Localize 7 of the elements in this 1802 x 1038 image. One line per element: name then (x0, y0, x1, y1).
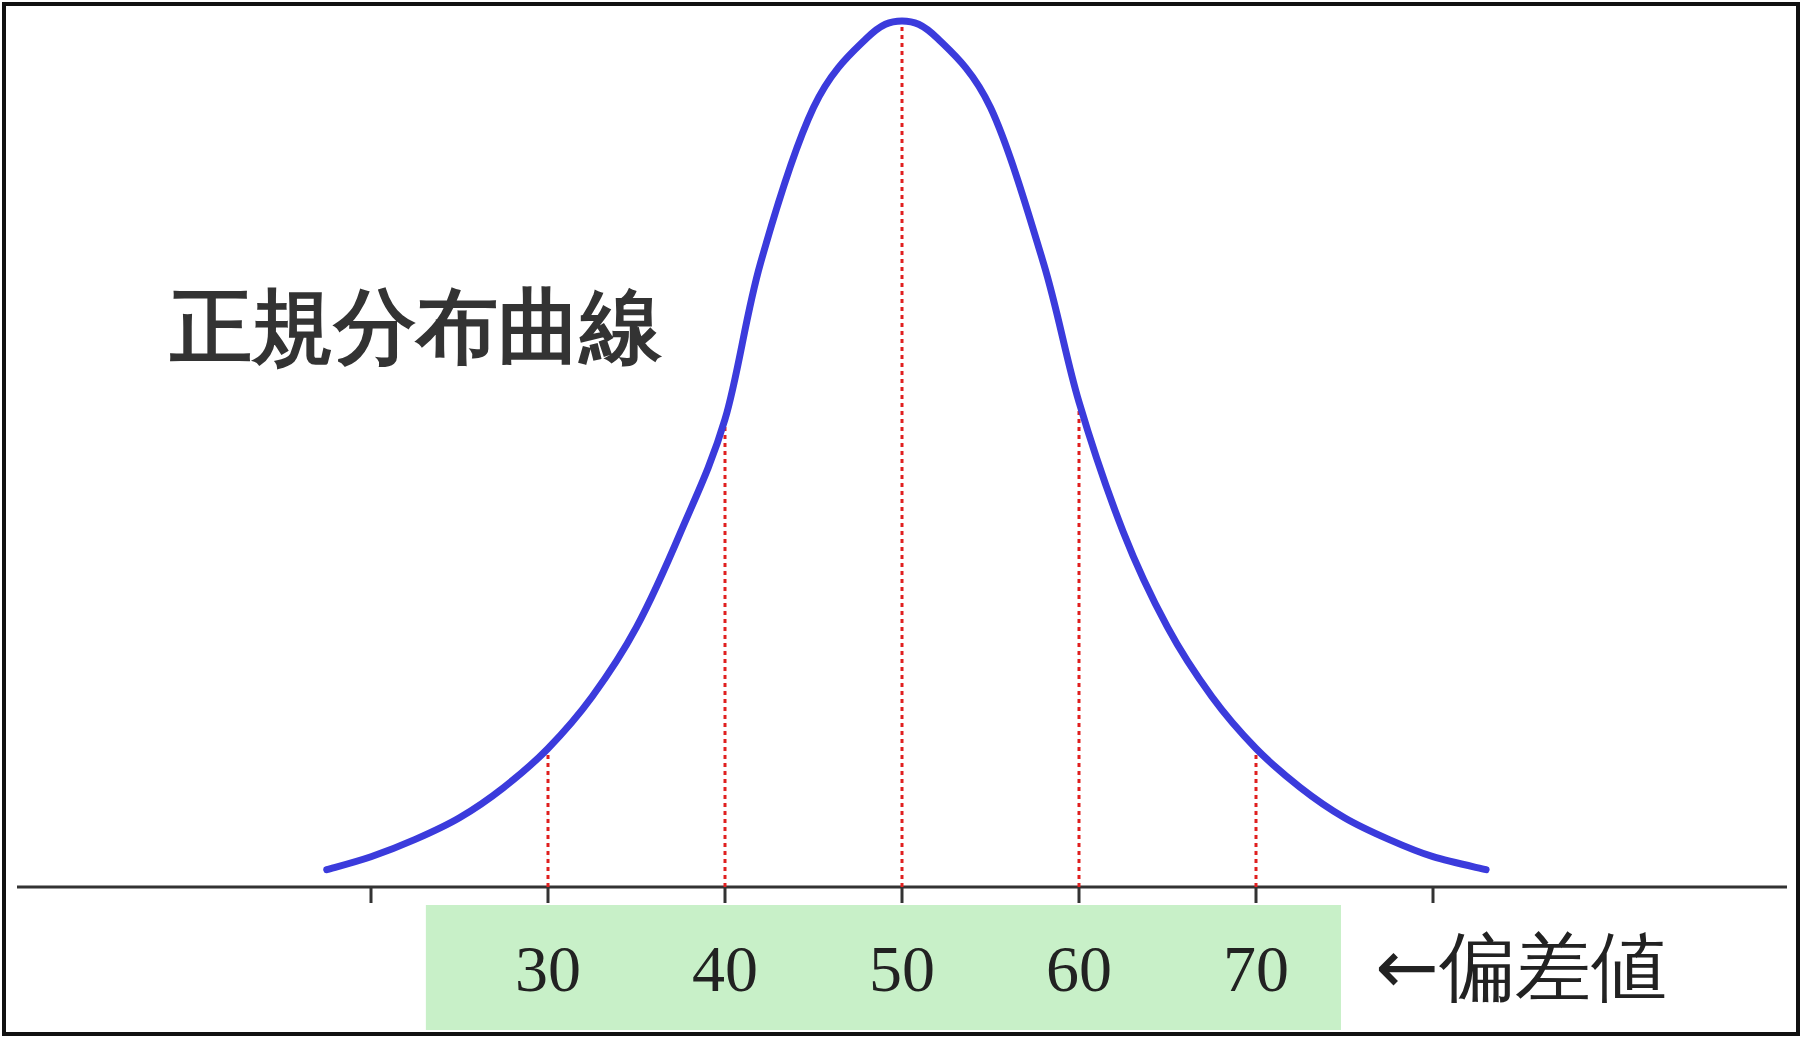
x-tick-label: 60 (1046, 932, 1112, 1005)
text: ←偏差値 (1375, 922, 1667, 1011)
x-tick-label: 40 (692, 932, 758, 1005)
annotation: 正規分布曲線 (169, 279, 663, 374)
x-tick-label: 50 (869, 932, 935, 1005)
x-tick-label: 30 (515, 932, 581, 1005)
x-tick-label: 70 (1223, 932, 1289, 1005)
